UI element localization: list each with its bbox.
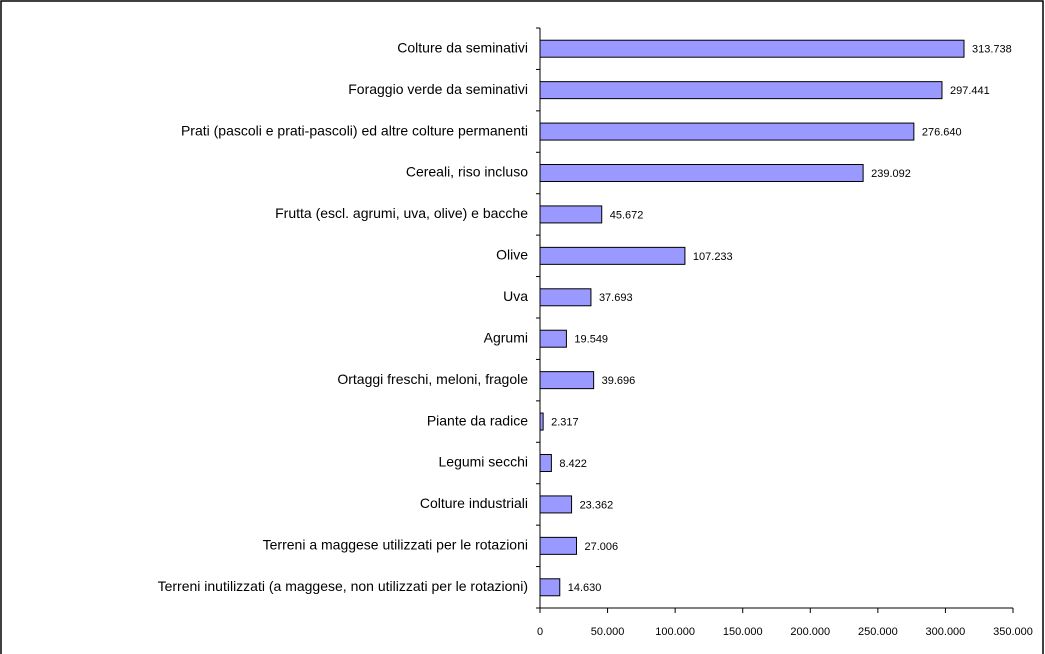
y-tick-label: Olive: [496, 247, 528, 263]
y-tick-label: Piante da radice: [427, 412, 528, 428]
bar: [539, 81, 943, 100]
bar: [539, 329, 567, 348]
x-tick-label: 200.000: [790, 626, 830, 638]
bar: [539, 205, 603, 224]
x-tick-label: 250.000: [858, 626, 898, 638]
value-label: 39.696: [602, 375, 636, 387]
y-tick-label: Foraggio verde da seminativi: [348, 81, 528, 97]
value-label: 2.317: [551, 416, 579, 428]
value-label: 19.549: [574, 334, 608, 346]
bar: [539, 288, 592, 307]
bar: [539, 246, 686, 265]
value-label: 276.640: [922, 126, 962, 138]
y-tick-label: Agrumi: [484, 329, 528, 345]
value-label: 27.006: [584, 541, 618, 553]
value-label: 239.092: [871, 168, 911, 180]
y-tick-label: Uva: [503, 288, 528, 304]
y-tick-label: Frutta (escl. agrumi, uva, olive) e bacc…: [275, 205, 528, 221]
x-tick-label: 100.000: [655, 626, 695, 638]
value-label: 23.362: [580, 499, 614, 511]
x-tick-label: 350.000: [993, 626, 1033, 638]
y-tick-label: Legumi secchi: [439, 454, 529, 470]
y-tick-label: Colture industriali: [420, 495, 528, 511]
x-tick-label: 150.000: [723, 626, 763, 638]
y-tick-label: Terreni inutilizzati (a maggese, non uti…: [158, 578, 528, 594]
y-tick-label: Terreni a maggese utilizzati per le rota…: [263, 537, 528, 553]
bar: [539, 578, 561, 597]
y-tick-label: Ortaggi freschi, meloni, fragole: [337, 371, 528, 387]
bar: [539, 454, 552, 472]
value-label: 37.693: [599, 292, 633, 304]
bar: [539, 371, 595, 390]
bar: [539, 122, 915, 141]
x-tick-label: 50.000: [591, 626, 625, 638]
value-label: 14.630: [568, 582, 602, 594]
value-label: 313.738: [972, 44, 1012, 56]
bar: [539, 164, 864, 182]
bar: [539, 495, 573, 514]
y-tick-label: Prati (pascoli e prati-pascoli) ed altre…: [181, 122, 528, 138]
y-tick-label: Cereali, riso incluso: [406, 164, 528, 180]
value-label: 8.422: [559, 458, 587, 470]
bar: [539, 39, 965, 58]
value-label: 45.672: [610, 209, 644, 221]
value-label: 107.233: [693, 251, 733, 263]
bar: [539, 536, 577, 555]
x-tick-label: 300.000: [926, 626, 966, 638]
x-tick-label: 0: [537, 626, 543, 638]
bar: [539, 412, 544, 431]
value-label: 297.441: [950, 85, 990, 97]
y-tick-label: Colture da seminativi: [397, 39, 528, 55]
